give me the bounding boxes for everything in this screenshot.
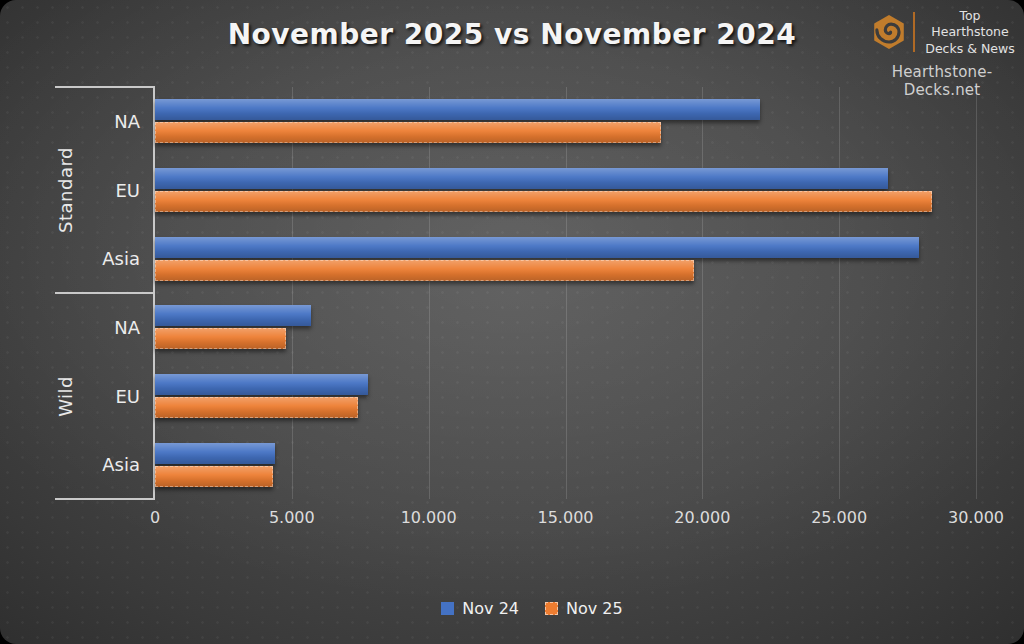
slide-background: November 2025 vs November 2024 Top Heart…: [0, 0, 1024, 644]
plot-area: [155, 87, 976, 499]
category-label-standard-eu: EU: [0, 156, 140, 225]
site-logo: Top Hearthstone Decks & News Hearthstone…: [866, 8, 1018, 99]
legend: Nov 24 Nov 25: [20, 599, 1024, 618]
bar-nov24-standard-na[interactable]: [155, 99, 760, 120]
category-label-wild-asia: Asia: [0, 430, 140, 499]
x-axis-tick-labels: 05.00010.00015.00020.00025.00030.000: [155, 508, 976, 532]
bar-nov24-wild-eu[interactable]: [155, 374, 368, 395]
gridline-5000: [292, 87, 293, 499]
bar-nov25-standard-eu[interactable]: [155, 191, 932, 212]
legend-label: Nov 25: [566, 599, 623, 618]
legend-label: Nov 24: [462, 599, 519, 618]
x-tick-label: 10.000: [401, 508, 457, 527]
legend-swatch-nov24: [441, 602, 454, 615]
gridline-25000: [839, 87, 840, 499]
bar-nov25-wild-eu[interactable]: [155, 397, 358, 418]
x-tick-label: 30.000: [948, 508, 1004, 527]
bar-nov24-wild-asia[interactable]: [155, 443, 275, 464]
category-label-wild-eu: EU: [0, 362, 140, 431]
x-tick-label: 25.000: [811, 508, 867, 527]
category-label-standard-na: NA: [0, 87, 140, 156]
bar-nov24-wild-na[interactable]: [155, 305, 311, 326]
gridline-30000: [976, 87, 977, 499]
bar-nov25-standard-na[interactable]: [155, 122, 661, 143]
bar-nov24-standard-eu[interactable]: [155, 168, 888, 189]
category-label-wild-na: NA: [0, 293, 140, 362]
hearthstone-hexagon-spiral-icon: [870, 13, 908, 51]
logo-header: Top Hearthstone Decks & News: [866, 8, 1018, 57]
bar-nov25-wild-asia[interactable]: [155, 466, 273, 487]
logo-line2: Decks & News: [922, 41, 1018, 57]
bar-nov25-wild-na[interactable]: [155, 328, 286, 349]
bar-nov24-standard-asia[interactable]: [155, 237, 919, 258]
category-label-standard-asia: Asia: [0, 224, 140, 293]
x-tick-label: 0: [150, 508, 160, 527]
x-tick-label: 15.000: [538, 508, 594, 527]
logo-divider: [913, 12, 915, 52]
logo-text: Top Hearthstone Decks & News: [922, 8, 1018, 57]
bar-nov25-standard-asia[interactable]: [155, 260, 694, 281]
gridline-10000: [429, 87, 430, 499]
x-tick-label: 20.000: [674, 508, 730, 527]
logo-line1: Top Hearthstone: [922, 8, 1018, 41]
legend-item-nov24[interactable]: Nov 24: [441, 599, 519, 618]
gridline-15000: [566, 87, 567, 499]
gridline-20000: [702, 87, 703, 499]
legend-swatch-nov25: [545, 602, 558, 615]
legend-item-nov25[interactable]: Nov 25: [545, 599, 623, 618]
x-tick-label: 5.000: [269, 508, 315, 527]
